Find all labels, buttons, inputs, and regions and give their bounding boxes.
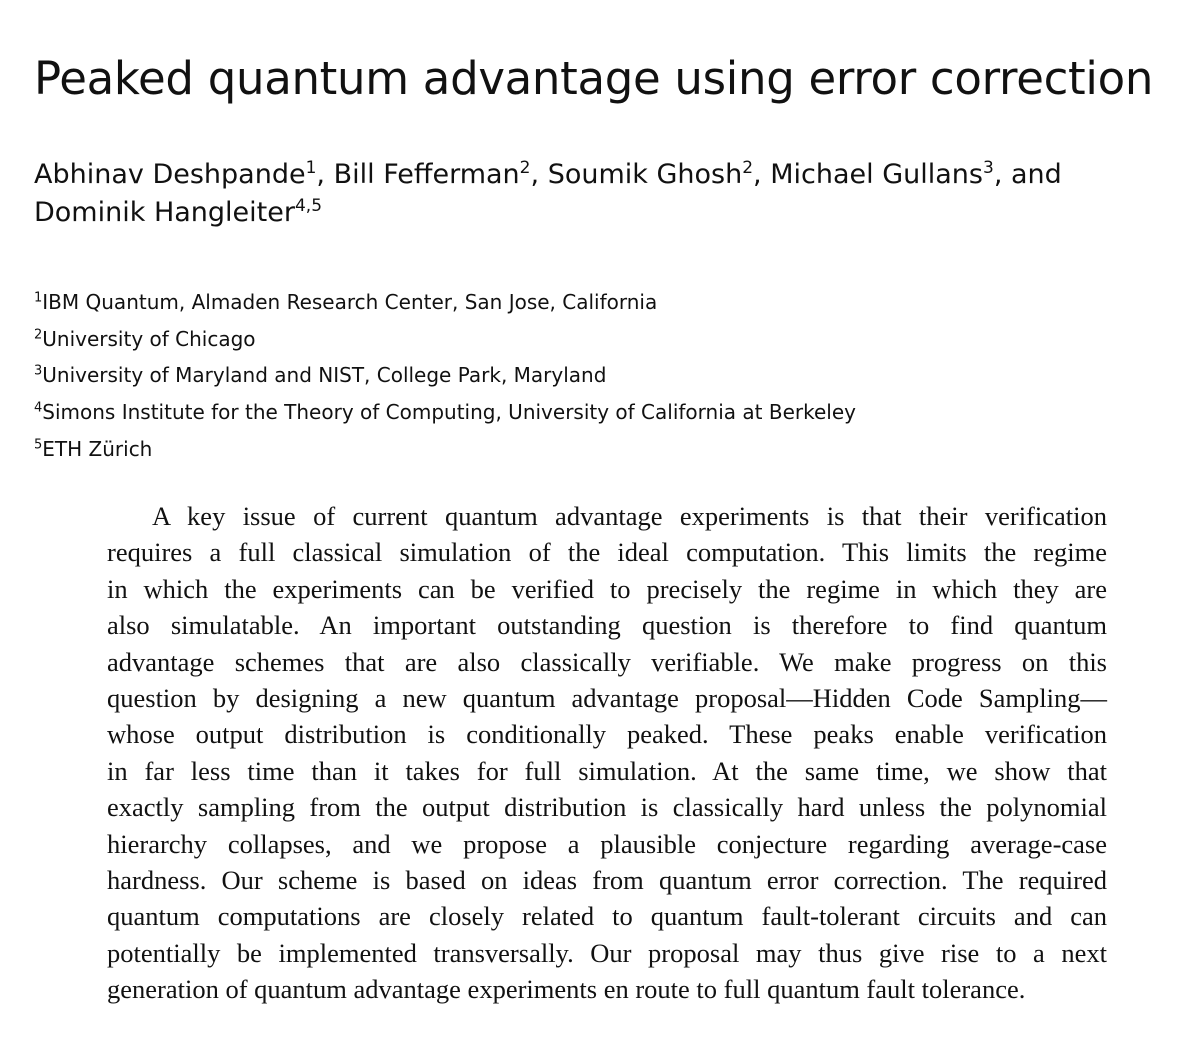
abstract-line: whose output distribution is conditional…: [107, 719, 1107, 750]
paper-title: Peaked quantum advantage using error cor…: [34, 52, 1154, 105]
abstract-line: quantum computations are closely related…: [107, 901, 1107, 932]
affiliation: 5ETH Zürich: [34, 431, 856, 468]
author-name: Soumik Ghosh: [547, 159, 743, 190]
abstract-line: generation of quantum advantage experime…: [107, 974, 1026, 1005]
author-separator: ,: [316, 159, 325, 190]
author-name: Michael Gullans: [770, 159, 983, 190]
affiliation-number: 1: [34, 290, 43, 306]
author-name: Abhinav Deshpande: [34, 159, 306, 190]
abstract-line: exactly sampling from the output distrib…: [107, 792, 1107, 823]
authors: Abhinav Deshpande1, Bill Fefferman2, Sou…: [34, 156, 1134, 232]
abstract-line: also simulatable. An important outstandi…: [107, 610, 1107, 641]
affiliation-text: ETH Zürich: [42, 436, 153, 461]
affiliation: 4Simons Institute for the Theory of Comp…: [34, 394, 856, 431]
abstract-line: A key issue of current quantum advantage…: [152, 501, 1107, 531]
author-affiliation: 2: [519, 158, 531, 178]
abstract-line: requires a full classical simulation of …: [107, 537, 1107, 568]
affiliations: 1IBM Quantum, Almaden Research Center, S…: [34, 284, 856, 468]
affiliation-text: University of Chicago: [42, 326, 256, 351]
abstract-line: in far less time than it takes for full …: [107, 755, 1107, 786]
abstract-line: potentially be implemented transversally…: [107, 937, 1107, 968]
author-affiliation: 3: [983, 158, 994, 178]
abstract-line: in which the experiments can be verified…: [107, 573, 1107, 604]
abstract-line: advantage schemes that are also classica…: [107, 646, 1107, 677]
affiliation: 2University of Chicago: [34, 321, 856, 358]
author-name: Dominik Hangleiter: [34, 197, 295, 228]
author-separator: ,: [753, 159, 762, 190]
author-name: Bill Fefferman: [333, 159, 520, 190]
author-separator: , and: [993, 159, 1062, 190]
affiliation: 1IBM Quantum, Almaden Research Center, S…: [34, 284, 856, 321]
abstract-line: hierarchy collapses, and we propose a pl…: [107, 828, 1107, 859]
affiliation-text: Simons Institute for the Theory of Compu…: [42, 400, 856, 425]
author-separator: ,: [530, 159, 540, 190]
affiliation-text: University of Maryland and NIST, College…: [42, 363, 607, 388]
abstract-line: hardness. Our scheme is based on ideas f…: [107, 865, 1107, 896]
affiliation-number: 3: [34, 363, 43, 379]
affiliation-text: IBM Quantum, Almaden Research Center, Sa…: [42, 290, 658, 314]
affiliation-number: 2: [34, 327, 43, 343]
abstract-line: question by designing a new quantum adva…: [107, 683, 1107, 714]
affiliation: 3University of Maryland and NIST, Colleg…: [34, 357, 856, 394]
author-affiliation: 2: [742, 158, 754, 178]
author-affiliation: 4,5: [294, 196, 323, 216]
affiliation-number: 4: [34, 400, 43, 416]
affiliation-number: 5: [34, 437, 43, 453]
abstract: A key issue of current quantum advantage…: [107, 498, 1107, 1008]
author-affiliation: 1: [305, 158, 317, 178]
